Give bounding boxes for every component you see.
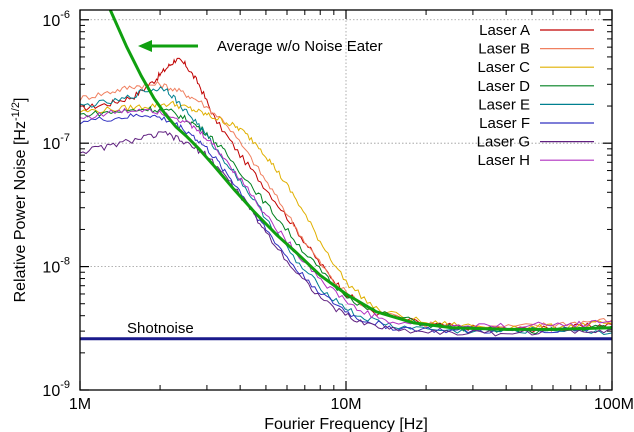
average-label: Average w/o Noise Eater (217, 38, 383, 55)
average-arrow-head (138, 40, 152, 52)
series-line-laser-c (80, 100, 612, 331)
y-axis-title-exponent: -1/2 (10, 102, 22, 121)
y-axis-title-main: Relative Power Noise [Hz (12, 121, 29, 302)
axis-ticks: 1M 10M 100M 10-9 10-8 10-7 10-6 (42, 9, 634, 413)
average-curve (108, 10, 612, 331)
y-tick-label: 10-8 (42, 256, 70, 277)
legend-label: Laser F (479, 115, 530, 132)
legend-label: Laser E (478, 96, 530, 113)
y-tick-label: 10-6 (42, 9, 70, 30)
legend-label: Laser A (479, 22, 530, 39)
y-tick-label: 10-7 (42, 132, 70, 153)
legend-label: Laser D (477, 78, 530, 95)
x-axis-title: Fourier Frequency [Hz] (264, 416, 428, 432)
legend-label: Laser H (477, 152, 530, 169)
series-line-laser-b (80, 80, 612, 332)
annotations: Shotnoise Average w/o Noise Eater (80, 10, 612, 341)
axis-labels: Fourier Frequency [Hz] Relative Power No… (10, 98, 428, 432)
shotnoise-label: Shotnoise (127, 320, 194, 337)
x-tick-label: 1M (69, 396, 91, 413)
series-line-laser-g (80, 131, 612, 337)
legend-label: Laser B (478, 41, 530, 58)
y-axis-title-end: ] (12, 98, 29, 102)
legend-label: Laser G (477, 134, 530, 151)
y-axis-title: Relative Power Noise [Hz-1/2] (10, 98, 29, 303)
x-tick-label: 100M (594, 396, 634, 413)
series-line-laser-h (80, 107, 612, 330)
grid (80, 10, 612, 390)
x-tick-label: 10M (330, 396, 361, 413)
y-tick-label: 10-9 (42, 379, 70, 400)
series-line-laser-f (80, 113, 612, 334)
legend-label: Laser C (477, 59, 530, 76)
plot-frame (79, 9, 613, 391)
